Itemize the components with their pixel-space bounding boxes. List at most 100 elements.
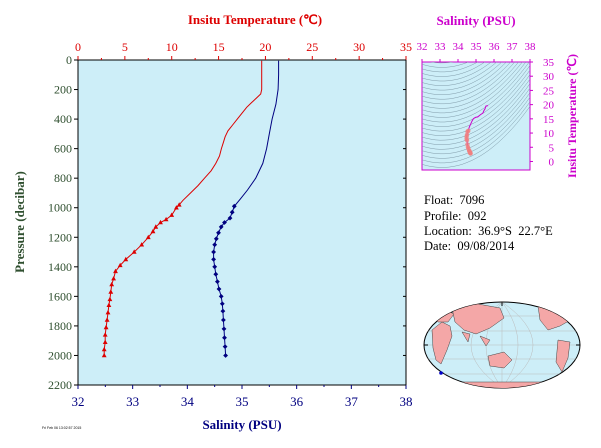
ts-salinity-tick-label: 32	[417, 41, 428, 53]
salinity-sample-point	[216, 286, 222, 292]
temperature-tick-label: 0	[75, 40, 81, 54]
temperature-sample-point	[101, 352, 107, 358]
pressure-axis: 0 200 400 600 800 1000 1200 1400 1600 1800 2000 220…	[48, 53, 406, 392]
salinity-tick-label: 34	[181, 394, 195, 409]
isopycnal-line	[422, 62, 512, 100]
ts-temperature-tick-label: 5	[549, 142, 555, 154]
salinity-sample-point	[227, 215, 233, 221]
isopycnal-line	[430, 62, 454, 64]
ts-temperature-axis: 0 5 10 15 20 25 30 35	[530, 57, 555, 168]
salinity-sample-point	[215, 279, 220, 284]
temperature-axis: 0 5 10 15 20 25 30 35	[75, 40, 412, 60]
footer-timestamp: Fri Feb 06 13:02:57 2015	[42, 426, 81, 430]
salinity-sample-point	[218, 294, 224, 299]
temperature-sample-point	[169, 212, 175, 217]
salinity-sample-point	[212, 264, 218, 270]
isopycnal-line	[422, 62, 530, 123]
pressure-tick-label: 2200	[48, 378, 72, 392]
pressure-tick-label: 1000	[48, 201, 72, 215]
ts-temperature-tick-label: 20	[543, 100, 555, 112]
ts-isopycnals	[413, 0, 539, 168]
salinity-sample-point	[219, 301, 225, 307]
ts-salinity-tick-label: 37	[507, 41, 519, 53]
salinity-sample-point	[218, 224, 224, 230]
ts-diagram: 32 33 34 35 36 37 38 0 5 10 15 20 25 30 35 Salinity (…	[413, 0, 580, 178]
pressure-tick-label: 600	[54, 142, 72, 156]
isopycnal-line	[422, 62, 519, 109]
temperature-sample-point	[150, 228, 156, 234]
salinity-tick-label: 35	[236, 394, 249, 409]
temperature-axis-label: Insitu Temperature (℃)	[188, 12, 322, 27]
temperature-sample-point	[101, 346, 107, 352]
ts-salinity-tick-label: 35	[471, 41, 483, 53]
temperature-sample-point	[103, 324, 109, 330]
temperature-tick-label: 20	[259, 40, 271, 54]
temperature-sample-point	[109, 281, 115, 287]
isopycnal-line	[422, 101, 530, 164]
ts-data	[464, 105, 489, 156]
salinity-sample-point	[213, 271, 219, 277]
isopycnal-line	[422, 62, 486, 77]
temperature-sample-point	[145, 234, 151, 240]
salinity-sample-point	[216, 230, 221, 236]
pressure-tick-label: 1400	[48, 260, 72, 274]
ts-salinity-tick-label: 33	[435, 41, 447, 53]
pressure-tick-label: 0	[66, 53, 72, 67]
temperature-sample-point	[105, 310, 111, 315]
date: Date: 09/08/2014	[424, 239, 515, 253]
ts-temperature-tick-label: 10	[543, 128, 555, 140]
salinity-sample-point	[220, 308, 226, 314]
temperature-tick-label: 15	[213, 40, 225, 54]
salinity-tick-label: 32	[72, 394, 85, 409]
profile-number: Profile: 092	[424, 209, 487, 223]
isopycnal-line	[422, 62, 516, 105]
pressure-axis-label: Pressure (decibar)	[12, 171, 27, 273]
pressure-tick-label: 1200	[48, 230, 72, 244]
ts-salinity-axis: 32 33 34 35 36 37 38	[417, 41, 536, 62]
isopycnal-line	[422, 96, 530, 159]
temperature-tick-label: 5	[122, 40, 128, 54]
salinity-axis-label: Salinity (PSU)	[202, 417, 281, 432]
main-plot: 0 5 10 15 20 25 30 35 32 33 34 35 36 37 38 0 200 400 600…	[12, 12, 413, 432]
temperature-sample-point	[117, 262, 123, 268]
isopycnal-line	[413, 0, 539, 13]
salinity-sample-point	[221, 326, 227, 332]
isopycnal-line	[422, 105, 530, 168]
float-info: Float: 7096 Profile: 092 Location: 36.9°…	[424, 0, 553, 253]
ts-sample-point	[468, 151, 473, 156]
isopycnal-line	[422, 74, 530, 136]
isopycnal-line	[413, 0, 539, 4]
isopycnal-line	[422, 87, 530, 150]
temperature-sample-point	[139, 242, 145, 247]
salinity-tick-label: 38	[400, 394, 413, 409]
isopycnal-line	[422, 62, 479, 73]
temperature-sample-point	[176, 202, 182, 207]
temperature-sample-point	[153, 224, 159, 229]
salinity-sample-point	[222, 220, 227, 225]
temperature-sample-point	[113, 268, 118, 274]
ts-temperature-tick-label: 25	[543, 85, 555, 97]
salinity-axis: 32 33 34 35 36 37 38	[72, 385, 413, 409]
ts-sample-point	[464, 138, 470, 143]
isopycnal-line	[422, 92, 530, 155]
salinity-tick-label: 36	[290, 394, 304, 409]
temperature-sample-point	[102, 339, 108, 344]
salinity-sample-point	[211, 249, 216, 255]
temperature-tick-label: 30	[353, 40, 365, 54]
temperature-sample-point	[102, 332, 108, 337]
pressure-tick-label: 800	[54, 171, 72, 185]
location: Location: 36.9°S 22.7°E	[424, 224, 553, 238]
salinity-sample-point	[223, 353, 228, 358]
isopycnal-line	[422, 62, 527, 118]
salinity-sample-point	[222, 344, 228, 349]
ts-temperature-tick-label: 35	[543, 57, 555, 69]
isopycnal-line	[422, 62, 503, 91]
isopycnal-line	[422, 62, 469, 68]
temperature-sample-point	[123, 256, 129, 262]
isopycnal-line	[422, 83, 530, 145]
isopycnal-line	[422, 62, 523, 114]
ts-temperature-label: Insitu Temperature (℃)	[565, 54, 579, 178]
temperature-sample-point	[131, 249, 137, 254]
profile-series	[101, 60, 280, 358]
